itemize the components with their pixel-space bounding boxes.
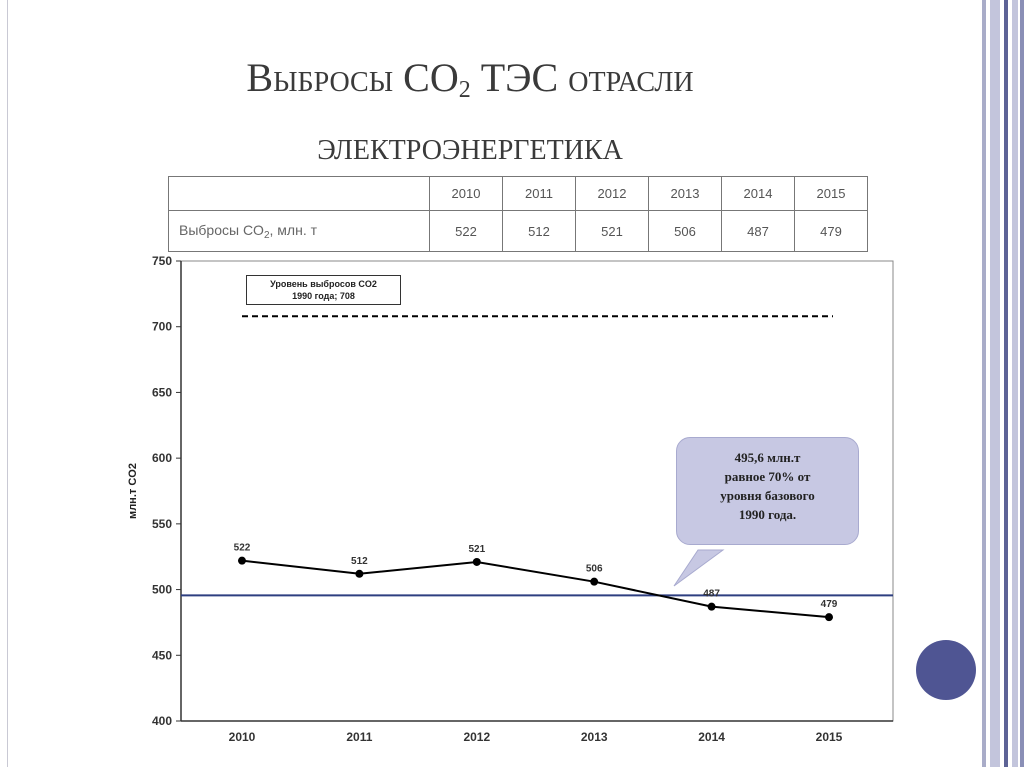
slide-title: Выбросы CO2 ТЭС отрасли электроэнергетик… — [130, 50, 810, 174]
callout-line-3: уровня базового — [720, 488, 815, 503]
y-tick-label: 400 — [152, 714, 172, 728]
row-label-text: Выбросы CO — [179, 221, 264, 238]
table-value-cell: 487 — [721, 210, 795, 252]
callout-target-level: 495,6 млн.т равное 70% от уровня базовог… — [676, 437, 859, 545]
x-tick-label: 2014 — [698, 730, 725, 744]
callout-pointer — [673, 549, 725, 587]
emissions-table: 2010 2011 2012 2013 2014 2015 Выбросы CO… — [168, 176, 868, 252]
series-line — [241, 559, 830, 619]
title-line-1: Выбросы CO2 ТЭС отрасли — [130, 50, 810, 118]
callout-line-2: равное 70% от — [724, 469, 811, 484]
x-tick-label: 2015 — [816, 730, 843, 744]
row-label-subscript: 2 — [263, 229, 270, 241]
x-tick-label: 2010 — [229, 730, 256, 744]
table-year-cell: 2010 — [429, 176, 503, 211]
y-tick-label: 650 — [152, 385, 172, 399]
data-label: 479 — [821, 599, 838, 610]
table-row-label: Выбросы CO2, млн. т — [168, 210, 430, 252]
x-tick-label: 2012 — [463, 730, 490, 744]
y-axis-label: млн.т CO2 — [127, 463, 139, 519]
table-row: Выбросы CO2, млн. т 522 512 521 506 487 … — [168, 210, 868, 252]
y-tick-label: 700 — [152, 320, 172, 334]
table-value-cell: 522 — [429, 210, 503, 252]
data-label: 512 — [351, 556, 368, 567]
decorative-side-bars — [982, 0, 1024, 767]
legend-box-1990-level: Уровень выбросов CO2 1990 года; 708 — [246, 275, 401, 305]
table-corner-cell — [168, 176, 430, 211]
table-year-cell: 2012 — [575, 176, 649, 211]
table-year-cell: 2015 — [794, 176, 868, 211]
y-tick-label: 550 — [152, 517, 172, 531]
table-value-cell: 521 — [575, 210, 649, 252]
table-value-cell: 506 — [648, 210, 722, 252]
title-subscript: 2 — [458, 77, 471, 103]
y-tick-label: 450 — [152, 648, 172, 662]
decorative-circle — [916, 640, 976, 700]
y-tick-label: 500 — [152, 583, 172, 597]
table-header-row: 2010 2011 2012 2013 2014 2015 — [168, 176, 868, 211]
table-year-cell: 2011 — [502, 176, 576, 211]
table-value-cell: 479 — [794, 210, 868, 252]
data-point — [825, 613, 833, 622]
legend-line-2: 1990 года; 708 — [292, 291, 355, 301]
y-tick-label: 750 — [152, 254, 172, 268]
data-point — [472, 557, 481, 566]
data-label: 521 — [468, 544, 485, 555]
data-point — [707, 602, 716, 611]
callout-line-1: 495,6 млн.т — [734, 450, 801, 465]
y-tick-label: 600 — [152, 451, 172, 465]
data-label: 487 — [703, 589, 720, 600]
data-point — [590, 577, 599, 586]
data-label: 506 — [586, 564, 603, 575]
title-text: Выбросы CO — [246, 55, 459, 100]
x-tick-label: 2011 — [346, 730, 372, 744]
data-label: 522 — [234, 543, 251, 554]
slide-frame — [7, 0, 982, 767]
row-label-unit: , млн. т — [269, 221, 318, 238]
table-value-cell: 512 — [502, 210, 576, 252]
x-tick-label: 2013 — [581, 730, 608, 744]
legend-line-1: Уровень выбросов CO2 — [270, 279, 377, 289]
title-line-2: электроэнергетика — [317, 123, 623, 168]
table-year-cell: 2014 — [721, 176, 795, 211]
callout-line-4: 1990 года. — [738, 507, 797, 522]
data-point — [355, 569, 364, 578]
table-year-cell: 2013 — [648, 176, 722, 211]
title-text-suffix: ТЭС отрасли — [470, 55, 694, 100]
data-point — [238, 556, 246, 565]
